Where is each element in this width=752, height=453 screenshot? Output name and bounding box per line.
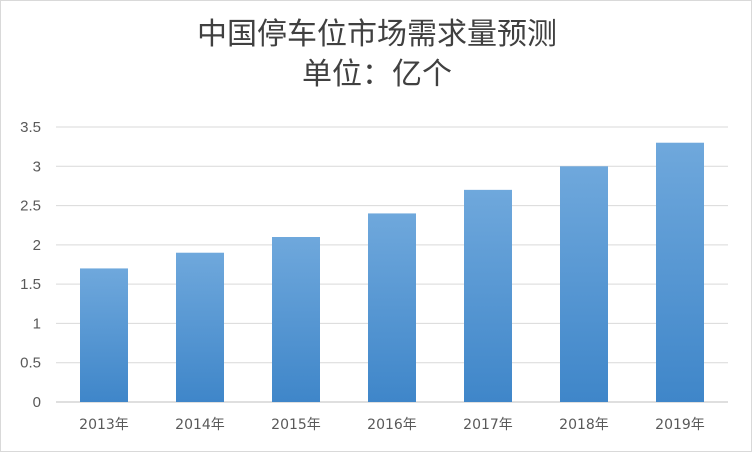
y-tick-label: 1.5 bbox=[20, 276, 41, 293]
bar-2013年 bbox=[80, 268, 128, 402]
x-tick-label: 2019年 bbox=[655, 417, 705, 433]
y-tick-label: 0.5 bbox=[20, 355, 41, 372]
y-tick-label: 3 bbox=[33, 158, 41, 175]
bar-2017年 bbox=[464, 189, 512, 402]
y-tick-label: 2 bbox=[33, 237, 41, 254]
bar-2019年 bbox=[656, 142, 704, 402]
y-tick-label: 0 bbox=[33, 394, 41, 411]
y-tick-label: 3.5 bbox=[20, 119, 41, 136]
y-tick-label: 1 bbox=[33, 315, 41, 332]
y-tick-label: 2.5 bbox=[20, 198, 41, 215]
x-tick-label: 2014年 bbox=[175, 417, 225, 433]
bar-2014年 bbox=[176, 252, 224, 402]
x-tick-label: 2015年 bbox=[271, 417, 321, 433]
x-axis-ticks: 2013年 2014年 2015年 2016年 2017年 2018年 2019年 bbox=[79, 417, 705, 433]
bars bbox=[80, 142, 704, 402]
chart-subtitle: 单位：亿个 bbox=[302, 57, 452, 92]
chart-title: 中国停车位市场需求量预测 bbox=[197, 17, 557, 52]
y-axis-ticks: 0 0.5 1 1.5 2 2.5 3 3.5 bbox=[20, 119, 41, 411]
bar-2016年 bbox=[368, 213, 416, 402]
bar-2018年 bbox=[560, 166, 608, 402]
x-tick-label: 2018年 bbox=[559, 417, 609, 433]
x-tick-label: 2017年 bbox=[463, 417, 513, 433]
x-tick-label: 2016年 bbox=[367, 417, 417, 433]
x-tick-label: 2013年 bbox=[79, 417, 129, 433]
bar-2015年 bbox=[272, 237, 320, 402]
